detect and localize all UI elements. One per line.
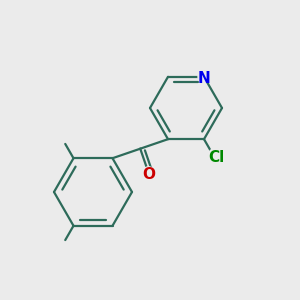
Text: O: O [142, 167, 155, 182]
Circle shape [198, 71, 210, 83]
Text: Cl: Cl [208, 150, 225, 165]
Circle shape [142, 167, 154, 179]
Circle shape [208, 148, 225, 164]
Text: N: N [198, 71, 210, 86]
